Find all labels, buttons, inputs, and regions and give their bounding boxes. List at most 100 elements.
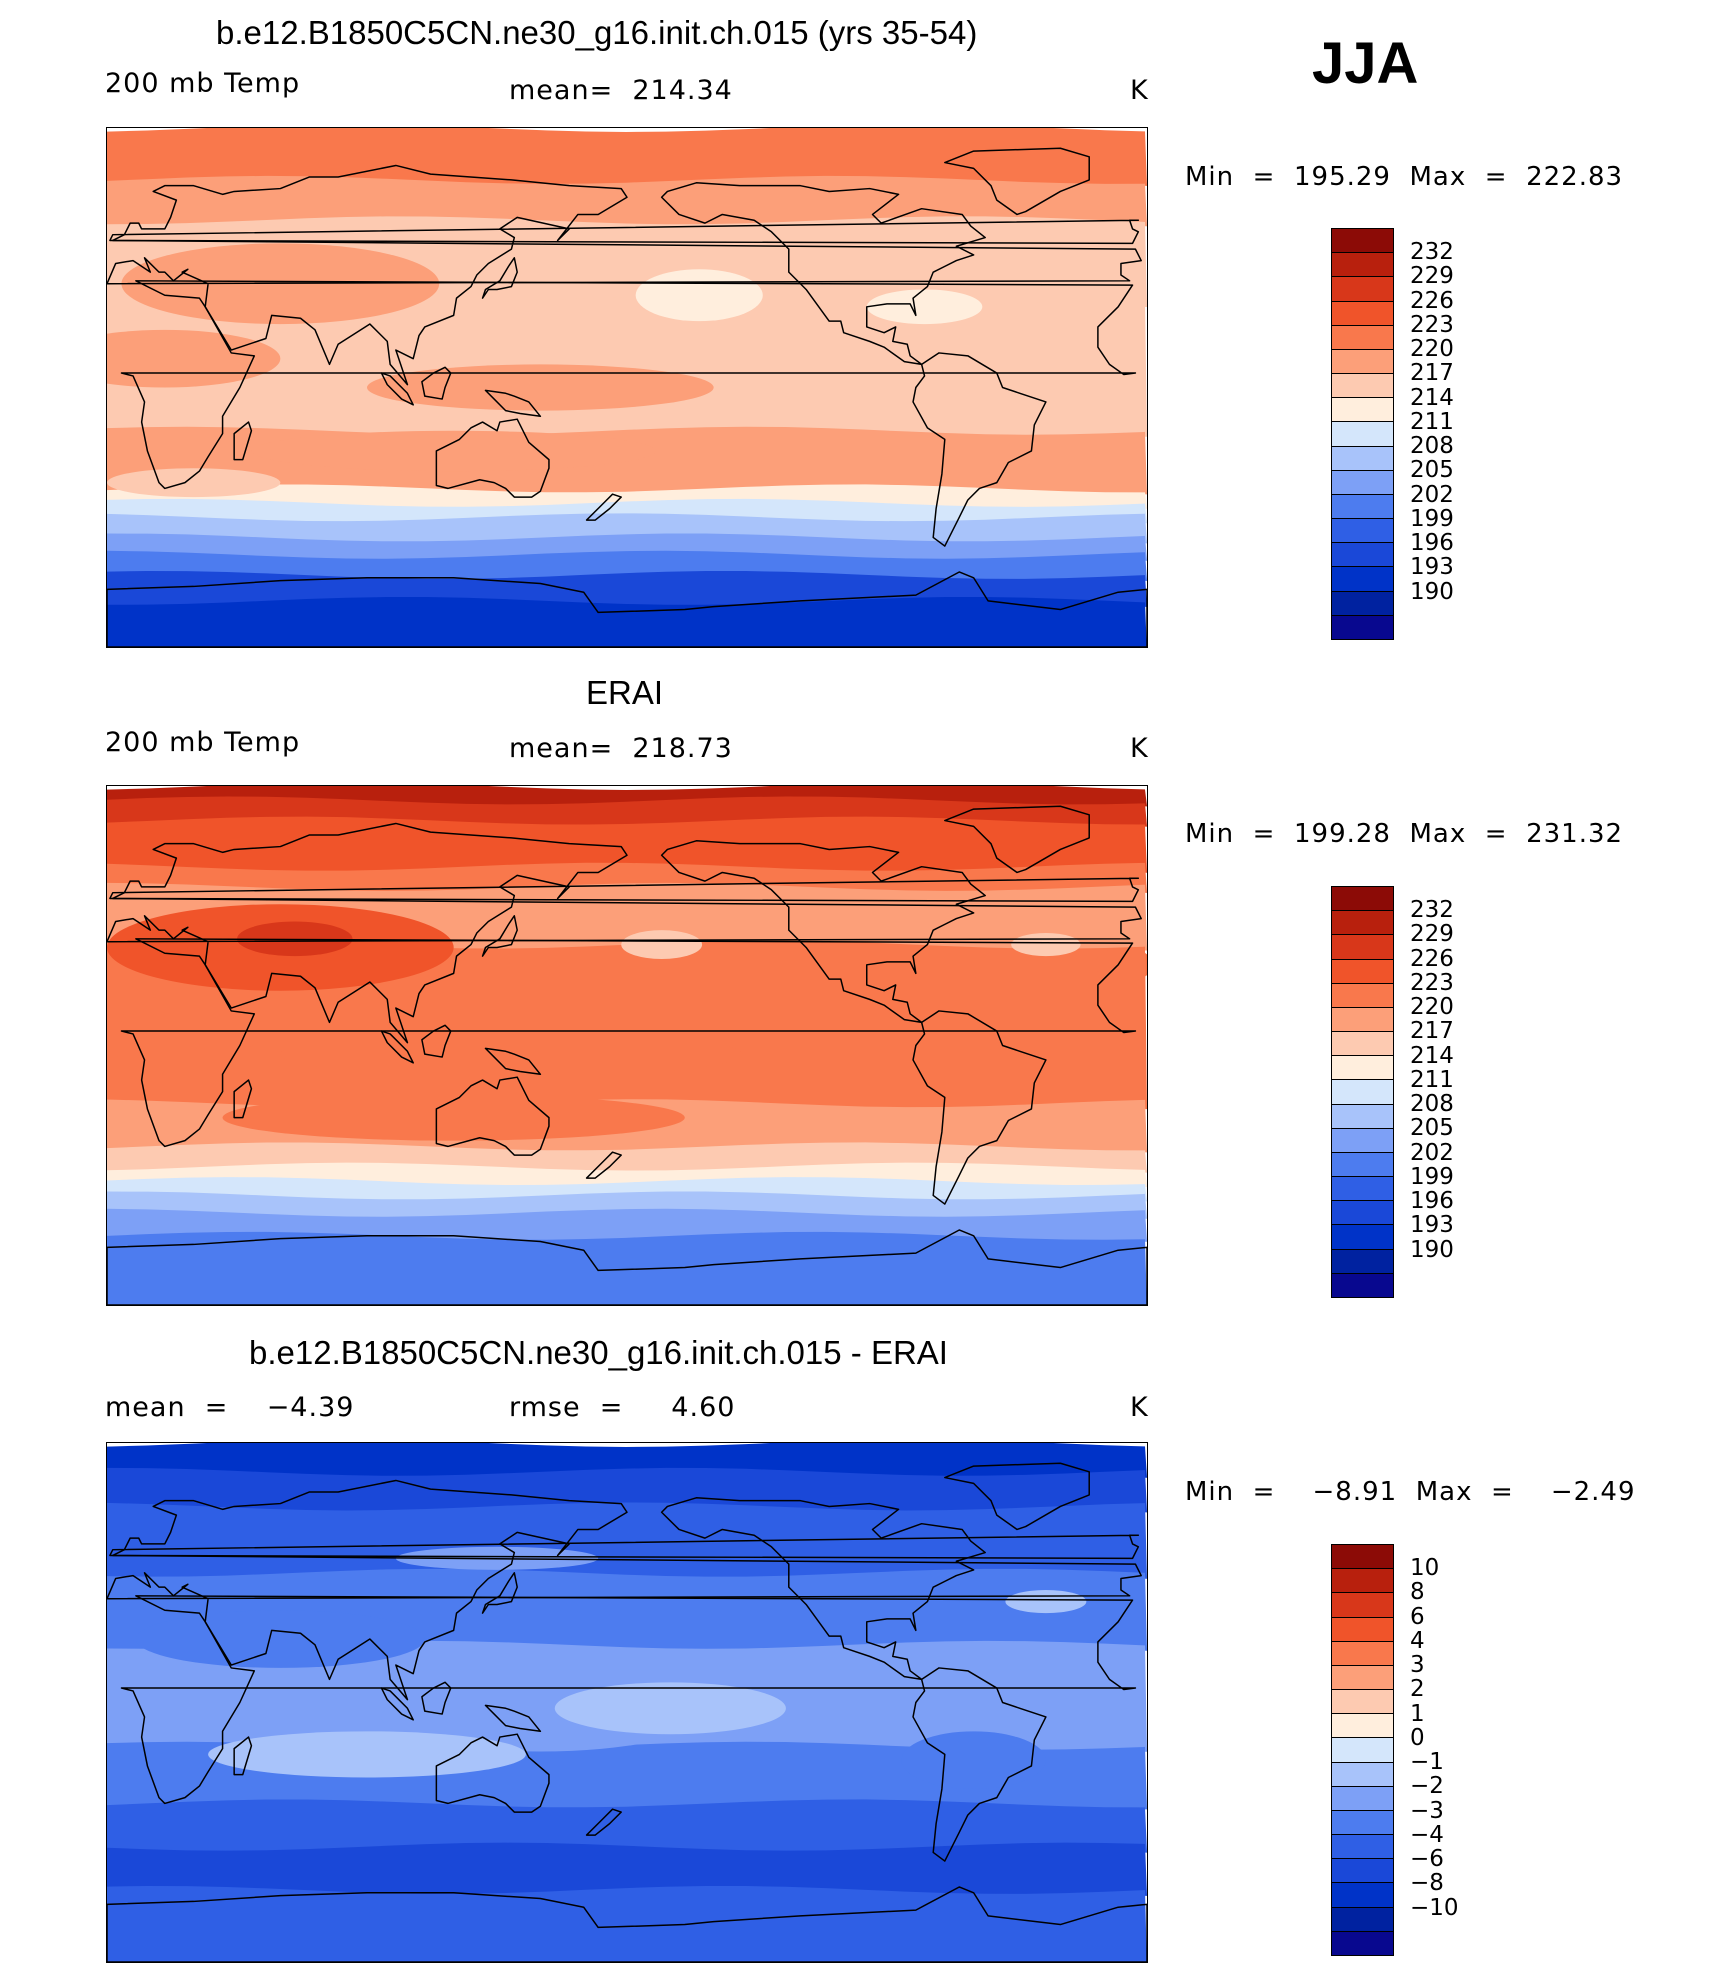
colorbar-swatch (1332, 252, 1393, 277)
colorbar-tick-label: 8 (1410, 1579, 1425, 1606)
colorbar-swatch (1332, 1055, 1393, 1080)
coastline-antarctica (107, 1229, 1147, 1305)
colorbar-tick-label: 226 (1410, 945, 1454, 972)
colorbar-swatch (1332, 1906, 1393, 1931)
colorbar-tick-label: 214 (1410, 384, 1454, 411)
colorbar-tick-label: 196 (1410, 530, 1454, 557)
coastline-africa (120, 1595, 1137, 1805)
panel-3-mean-label: mean = −4.39 (105, 1392, 355, 1423)
coastline-australia (435, 1733, 550, 1813)
temperature-band (107, 533, 1147, 561)
temperature-band (107, 1177, 1147, 1202)
temperature-band (107, 1885, 1147, 1962)
panel-1-colorbar-labels: 232 229 226 223 220 217 214 211 208 205 202 199 196 1… (1410, 228, 1490, 640)
coastline-greenland (944, 147, 1090, 216)
temperature-contour (1005, 1590, 1087, 1614)
colorbar-tick-label: 3 (1410, 1652, 1425, 1679)
colorbar-tick-label: −6 (1410, 1846, 1444, 1873)
colorbar-swatch (1332, 1224, 1393, 1249)
panel-1-mean-label: mean= 214.34 (509, 75, 733, 106)
colorbar-swatch (1332, 324, 1393, 349)
colorbar-tick-label: −10 (1410, 1894, 1459, 1921)
colorbar-tick-label: 214 (1410, 1042, 1454, 1069)
panel-2-units: K (1130, 733, 1149, 764)
colorbar-tick-label: 229 (1410, 921, 1454, 948)
panel-1-map (106, 127, 1148, 648)
panel-3-colorbar-labels: 10 8 6 4 3 2 1 0 −1 −2 −3 −4 −6 −8 −10 (1410, 1544, 1490, 1956)
coastline-newguinea (484, 389, 542, 418)
colorbar-tick-label: 6 (1410, 1603, 1425, 1630)
colorbar-swatch (1332, 1664, 1393, 1690)
colorbar-swatch (1332, 934, 1393, 959)
colorbar-swatch (1332, 397, 1393, 422)
colorbar-swatch (1332, 493, 1393, 519)
colorbar-swatch (1332, 1272, 1393, 1297)
temperature-contour (135, 1610, 425, 1668)
colorbar-swatch (1332, 1248, 1393, 1273)
colorbar-swatch (1332, 566, 1393, 591)
temperature-band (107, 1842, 1147, 1896)
coastline-africa (120, 280, 1137, 490)
panel-2-minmax: Min = 199.28 Max = 231.32 (1185, 819, 1624, 849)
colorbar-swatch (1332, 229, 1393, 253)
temperature-band (107, 816, 1147, 873)
colorbar-swatch (1332, 1568, 1393, 1593)
colorbar-swatch (1332, 1127, 1393, 1152)
temperature-contour (866, 289, 983, 325)
colorbar-tick-label: 202 (1410, 481, 1454, 508)
colorbar-tick-label: −2 (1410, 1773, 1444, 1800)
coastline-borneo (421, 1024, 452, 1058)
colorbar-tick-label: 217 (1410, 360, 1454, 387)
colorbar-tick-label: 205 (1410, 1115, 1454, 1142)
panel-1-variable-label: 200 mb Temp (105, 68, 301, 99)
coastline-madagascar (233, 1079, 253, 1119)
temperature-band (107, 484, 1147, 509)
colorbar-swatch (1332, 1176, 1393, 1201)
temperature-contour (554, 1682, 786, 1735)
coastline-australia (435, 1076, 550, 1156)
colorbar-swatch (1332, 887, 1393, 911)
colorbar-swatch (1332, 276, 1393, 301)
coastline-japan (481, 915, 518, 957)
coastline-eurasia (107, 164, 1142, 386)
temperature-band (107, 1502, 1147, 1579)
colorbar-swatch (1332, 1713, 1393, 1738)
coastline-samerica (912, 352, 1047, 547)
coastline-namerica (660, 840, 986, 1024)
temperature-band (107, 596, 1147, 647)
coastline-sumatra (380, 1030, 414, 1064)
colorbar-swatch (1332, 1785, 1393, 1810)
colorbar-tick-label: 10 (1410, 1555, 1440, 1582)
colorbar-swatch (1332, 1737, 1393, 1762)
coastline-namerica (660, 182, 986, 366)
colorbar-swatch (1332, 1640, 1393, 1665)
coastline-borneo (421, 366, 452, 400)
colorbar-swatch (1332, 982, 1393, 1007)
colorbar-tick-label: 226 (1410, 287, 1454, 314)
colorbar-swatch (1332, 590, 1393, 615)
coastline-madagascar (233, 421, 253, 461)
coastline-madagascar (233, 1736, 253, 1776)
colorbar-swatch (1332, 1761, 1393, 1786)
map-canvas (107, 786, 1147, 1305)
panel-1-minmax: Min = 195.29 Max = 222.83 (1185, 162, 1624, 192)
colorbar-tick-label: 229 (1410, 263, 1454, 290)
colorbar-tick-label: −4 (1410, 1821, 1444, 1848)
colorbar-tick-label: 208 (1410, 1091, 1454, 1118)
coastline-uk (109, 219, 1140, 245)
coastline-nz (585, 1808, 622, 1836)
colorbar-swatch (1332, 1858, 1393, 1883)
panel-2-colorbar (1331, 886, 1394, 1298)
map-canvas (107, 128, 1147, 647)
colorbar-swatch (1332, 1103, 1393, 1128)
panel-1-title: b.e12.B1850C5CN.ne30_g16.init.ch.015 (yr… (216, 14, 978, 51)
coastline-antarctica (107, 571, 1147, 647)
colorbar-swatch (1332, 445, 1393, 470)
coastline-sumatra (380, 372, 414, 406)
colorbar-swatch (1332, 1834, 1393, 1859)
colorbar-swatch (1332, 614, 1393, 639)
temperature-contour (208, 1731, 526, 1778)
temperature-band (107, 1191, 1147, 1219)
colorbar-swatch (1332, 1882, 1393, 1907)
temperature-band (107, 175, 1147, 227)
